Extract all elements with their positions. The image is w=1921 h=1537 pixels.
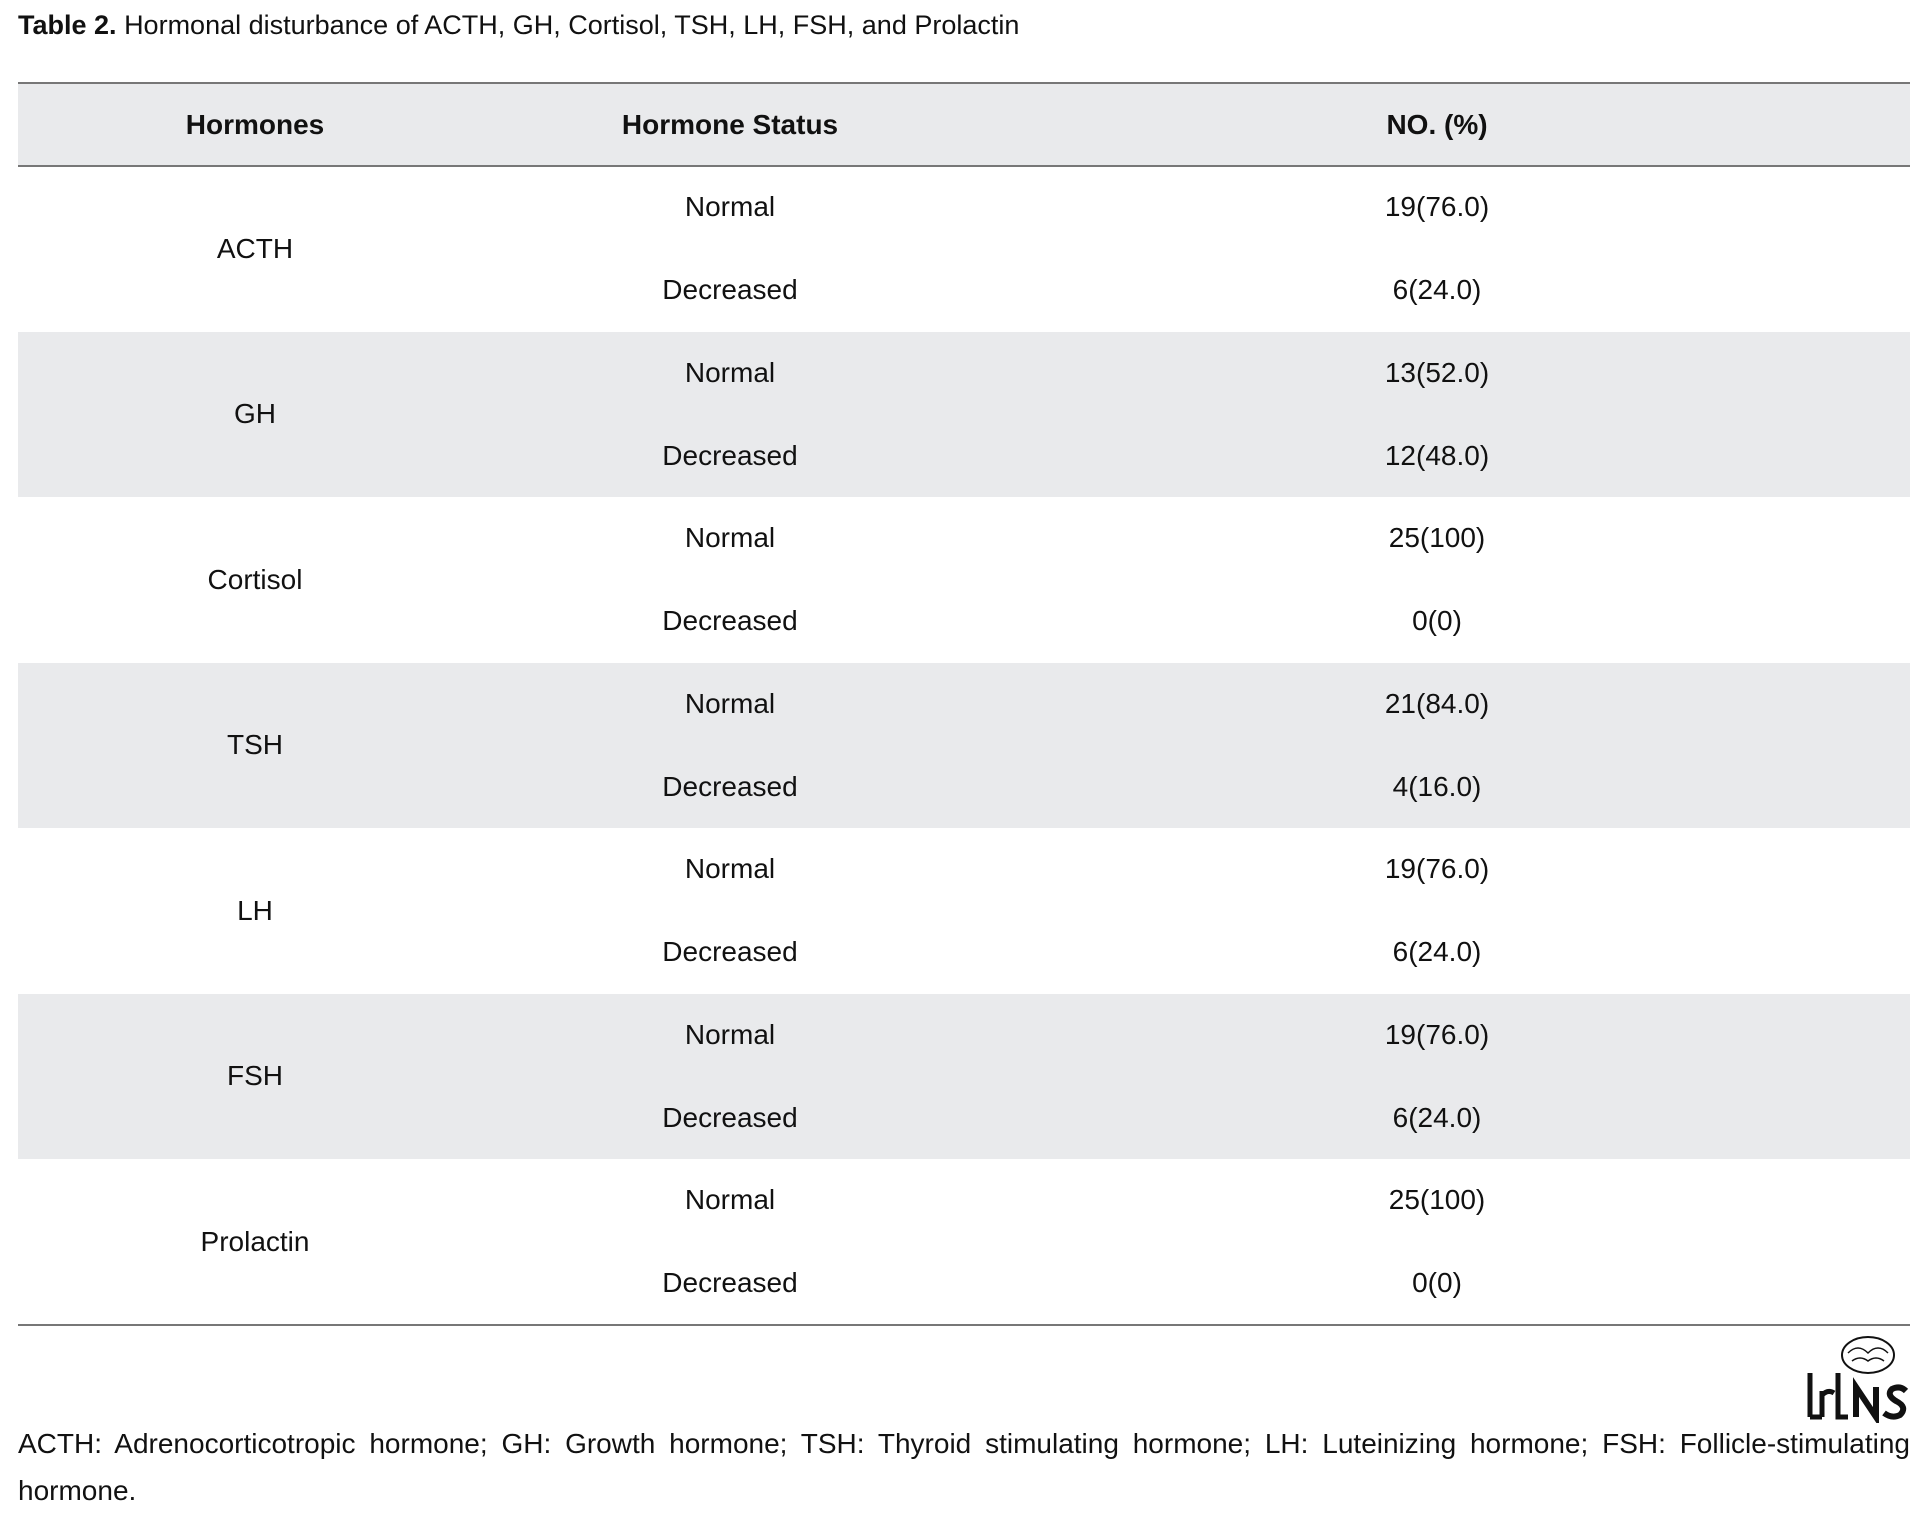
value-cell: 6(24.0): [1392, 274, 1482, 306]
status-cell: Normal: [684, 687, 776, 719]
status-cell: Normal: [684, 191, 776, 223]
value-cell: 19(76.0): [1384, 1018, 1490, 1050]
caption-label: Table 2.: [18, 10, 117, 40]
status-cell: Decreased: [662, 1101, 798, 1133]
hormone-cell: ACTH: [216, 232, 294, 264]
value-cell: 0(0): [1412, 1267, 1462, 1299]
value-cell: 0(0): [1412, 605, 1462, 637]
value-cell: 4(16.0): [1392, 770, 1482, 802]
value-cell: 6(24.0): [1392, 936, 1482, 968]
status-cell: Normal: [684, 522, 776, 554]
row-band: [18, 993, 1910, 1159]
hormone-cell: LH: [237, 894, 273, 926]
hormone-cell: TSH: [227, 729, 283, 761]
hormone-cell: FSH: [227, 1060, 283, 1092]
value-cell: 6(24.0): [1392, 1101, 1482, 1133]
status-cell: Decreased: [662, 274, 798, 306]
value-cell: 21(84.0): [1384, 687, 1490, 719]
status-cell: Decreased: [662, 770, 798, 802]
hormone-cell: GH: [234, 398, 276, 430]
status-cell: Decreased: [662, 936, 798, 968]
status-cell: Normal: [684, 1184, 776, 1216]
status-cell: Decreased: [662, 439, 798, 471]
header-cell: NO. (%): [1386, 108, 1488, 140]
hormone-cell: Cortisol: [207, 563, 303, 595]
value-cell: 25(100): [1388, 1184, 1486, 1216]
caption: Table 2. Hormonal disturbance of ACTH, G…: [18, 10, 1019, 41]
row-band: [18, 662, 1910, 828]
rule: [18, 165, 1910, 167]
row-band: [18, 331, 1910, 497]
logo: [1807, 1336, 1909, 1423]
header-cell: Hormone Status: [621, 108, 839, 140]
footnote: ACTH: Adrenocorticotropic hormone; GH: G…: [18, 1428, 1910, 1506]
status-cell: Decreased: [662, 1267, 798, 1299]
hormone-cell: Prolactin: [200, 1225, 310, 1257]
header-cell: Hormones: [185, 108, 325, 140]
rule: [18, 1323, 1910, 1326]
table: Hormones Hormone Status NO. (%) ACTH Normal 1…: [18, 82, 1910, 1326]
value-cell: 19(76.0): [1384, 191, 1490, 223]
status-cell: Decreased: [662, 605, 798, 637]
status-cell: Normal: [684, 853, 776, 885]
value-cell: 25(100): [1388, 522, 1486, 554]
value-cell: 19(76.0): [1384, 853, 1490, 885]
status-cell: Normal: [684, 356, 776, 388]
value-cell: 12(48.0): [1384, 439, 1490, 471]
status-cell: Normal: [684, 1018, 776, 1050]
caption-text: Hormonal disturbance of ACTH, GH, Cortis…: [124, 10, 1020, 40]
header-band: [18, 83, 1910, 166]
value-cell: 13(52.0): [1384, 356, 1490, 388]
rule: [18, 82, 1910, 84]
